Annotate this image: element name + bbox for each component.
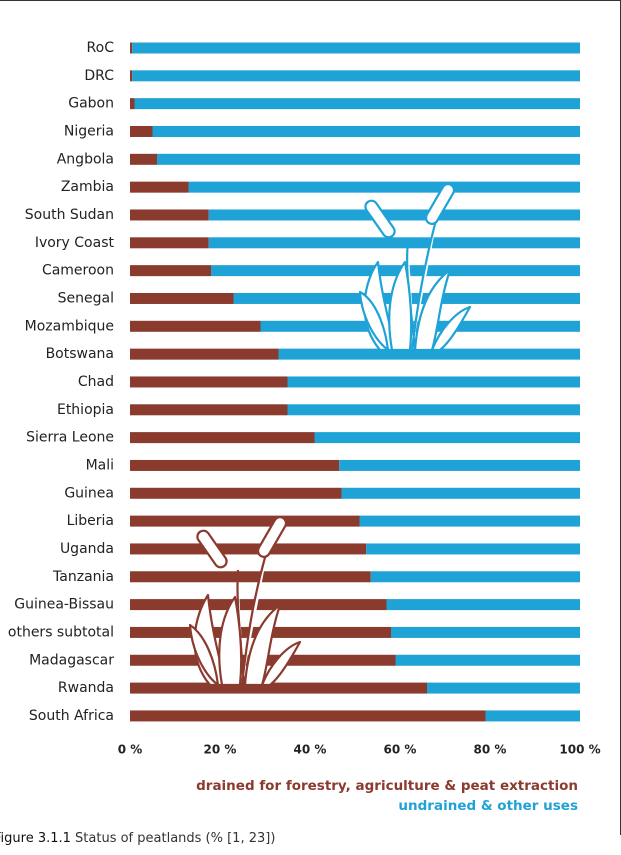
plant-icon-red	[188, 516, 302, 687]
legend-entry: undrained & other uses	[398, 798, 578, 814]
bar-segment	[130, 209, 209, 221]
category-label: DRC	[84, 68, 114, 84]
category-label: Guinea-Bissau	[14, 597, 114, 613]
category-label: Cameroon	[42, 263, 114, 279]
bar-segment	[130, 153, 157, 165]
category-label: Chad	[78, 374, 114, 390]
bar-segment	[366, 543, 580, 555]
bar-segment	[395, 654, 580, 666]
bar-segment	[130, 70, 133, 82]
bar-segment	[130, 432, 315, 444]
bar-segment	[130, 571, 371, 583]
category-label: South Africa	[29, 708, 114, 724]
category-label: Madagascar	[29, 652, 114, 668]
bar-segment	[130, 292, 234, 304]
bar-segment	[278, 348, 580, 360]
category-label: Rwanda	[58, 680, 114, 696]
category-label: RoC	[87, 40, 115, 56]
category-label: Ivory Coast	[35, 235, 115, 251]
bar-segment	[130, 237, 209, 249]
x-tick-label: 40 %	[294, 743, 327, 757]
bar-segment	[130, 515, 360, 527]
category-label: Uganda	[60, 541, 114, 557]
bars	[130, 42, 580, 722]
bar-segment	[130, 710, 486, 722]
bar-segment	[391, 626, 580, 638]
caption-text: Status of peatlands (% [1, 23])	[75, 831, 275, 846]
x-tick-label: 80 %	[474, 743, 507, 757]
x-tick-label: 0 %	[118, 743, 143, 757]
bar-segment	[370, 571, 580, 583]
bar-segment	[130, 265, 211, 277]
category-label: Tanzania	[52, 569, 114, 585]
x-tick-label: 20 %	[204, 743, 237, 757]
bar-segment	[339, 459, 580, 471]
category-label: Angbola	[57, 151, 114, 167]
bar-segment	[130, 181, 189, 193]
category-label: South Sudan	[25, 207, 114, 223]
category-label: Nigeria	[64, 123, 114, 139]
caption-label: Figure 3.1.1	[0, 831, 71, 846]
category-label: Mali	[86, 457, 114, 473]
bar-segment	[130, 42, 133, 54]
bar-segment	[211, 265, 580, 277]
bar-segment	[130, 543, 367, 555]
category-label: Zambia	[61, 179, 114, 195]
plant-icon-blue	[358, 183, 472, 352]
bar-segment	[130, 98, 135, 110]
bar-segment	[157, 153, 580, 165]
bar-segment	[130, 682, 427, 694]
bar-segment	[287, 376, 580, 388]
bar-segment	[132, 42, 580, 54]
category-label: Ethiopia	[57, 402, 114, 418]
x-tick-label: 100 %	[559, 743, 600, 757]
bar-segment	[359, 515, 580, 527]
category-label: Guinea	[64, 485, 114, 501]
category-label: Gabon	[68, 96, 114, 112]
bar-segment	[130, 376, 288, 388]
bar-segment	[130, 320, 261, 332]
category-label: Senegal	[58, 290, 114, 306]
category-label: Sierra Leone	[26, 430, 114, 446]
category-label: Liberia	[67, 513, 114, 529]
bar-segment	[130, 404, 288, 416]
bar-segment	[314, 432, 580, 444]
category-label: Mozambique	[25, 318, 114, 334]
bar-segment	[134, 98, 580, 110]
bar-segment	[130, 599, 387, 611]
bar-segment	[208, 237, 580, 249]
category-label: others subtotal	[8, 624, 114, 640]
bar-segment	[130, 125, 153, 137]
bar-segment	[152, 125, 580, 137]
legend-entry: drained for forestry, agriculture & peat…	[196, 778, 578, 794]
bar-segment	[208, 209, 580, 221]
bar-segment	[130, 348, 279, 360]
bar-segment	[427, 682, 580, 694]
caption: Figure 3.1.1 Status of peatlands (% [1, …	[0, 831, 275, 846]
bar-segment	[287, 404, 580, 416]
bar-segment	[130, 459, 340, 471]
bar-segment	[386, 599, 580, 611]
bar-segment	[132, 70, 580, 82]
category-label: Botswana	[46, 346, 114, 362]
x-tick-label: 60 %	[384, 743, 417, 757]
bar-segment	[130, 487, 342, 499]
bar-segment	[485, 710, 580, 722]
bar-segment	[341, 487, 580, 499]
bar-segment	[188, 181, 580, 193]
